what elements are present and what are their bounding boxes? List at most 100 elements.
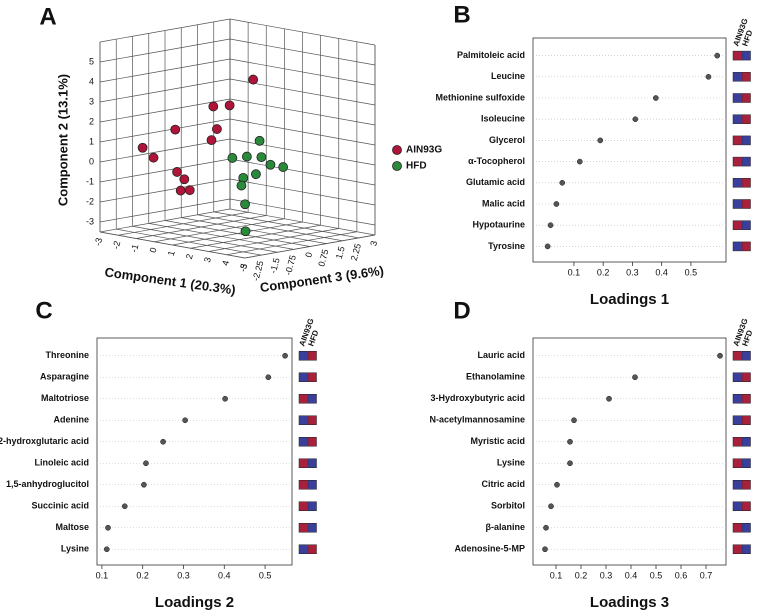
legend-label: AIN93G [406, 145, 442, 156]
category-label: 2-hydroxglutaric acid [0, 436, 89, 446]
y-tick-label: 0 [89, 156, 94, 166]
heat-cell [732, 241, 742, 252]
panel-letter: A [39, 3, 56, 30]
point [248, 74, 259, 85]
point [542, 546, 548, 553]
plot-frame [532, 37, 727, 263]
point [632, 116, 639, 123]
heat-cell [741, 241, 751, 252]
z-tick-label: 0.75 [316, 248, 330, 268]
heat-cell [732, 50, 742, 61]
category-label: 1,5-anhydroglucitol [6, 479, 89, 489]
heat-cell [741, 501, 751, 511]
point [548, 503, 554, 510]
panel-letter: C [35, 297, 52, 324]
x-tick-label: 0.5 [259, 570, 272, 580]
heat-cell [298, 480, 308, 490]
point [256, 152, 267, 163]
point [597, 137, 604, 144]
heat-cell [732, 458, 742, 468]
grid-line [197, 214, 343, 242]
grid-line [213, 211, 359, 239]
panel-letter: B [453, 1, 470, 28]
point [105, 524, 111, 531]
x-tick-label: 4 [220, 259, 231, 266]
point [254, 135, 265, 146]
x-axis-title: Loadings 2 [155, 594, 234, 611]
point [224, 100, 235, 111]
point [240, 226, 251, 237]
heat-cell [741, 114, 751, 124]
y-tick-label: 1 [89, 136, 94, 146]
category-label: Adenine [53, 415, 89, 425]
y-tick-label: 4 [89, 76, 94, 86]
heat-cell [732, 199, 742, 209]
point [137, 142, 148, 153]
category-label: Maltose [55, 522, 89, 532]
point [632, 374, 638, 381]
x-axis-title: Component 1 (20.3%) [104, 264, 237, 297]
x-tick-label: 0.5 [650, 570, 663, 580]
point [705, 73, 712, 80]
point [141, 481, 147, 488]
z-tick-label: 0 [303, 251, 314, 258]
heat-cell [741, 220, 751, 230]
point [544, 243, 551, 250]
category-label: Methionine sulfoxide [435, 92, 525, 102]
heat-cell [307, 394, 317, 404]
heat-cell [298, 544, 308, 554]
heat-cell [307, 351, 317, 361]
x-tick-label: -3 [92, 237, 104, 247]
z-tick-label: 2.25 [349, 242, 363, 262]
category-label: Maltotriose [41, 393, 89, 403]
category-label: Leucine [491, 71, 525, 81]
heat-cell [741, 544, 751, 554]
plot-frame [532, 337, 727, 566]
y-tick-label: 3 [89, 96, 94, 106]
heat-cell [732, 156, 742, 167]
x-tick-label: 0.1 [550, 570, 563, 580]
x-axis-title: Loadings 3 [590, 594, 669, 611]
heat-cell [741, 93, 751, 103]
heat-cell [732, 523, 742, 533]
category-label: Sorbitol [491, 501, 525, 511]
category-label: Glutamic acid [466, 177, 525, 187]
y-tick-label: 2 [89, 116, 94, 126]
point [554, 481, 560, 488]
heat-cell [298, 394, 308, 404]
point [103, 546, 110, 553]
point [212, 124, 222, 134]
heat-cell [732, 178, 742, 188]
heat-cell [298, 372, 308, 382]
category-label: β-alanine [485, 522, 525, 532]
x-tick-label: 0.7 [700, 570, 713, 580]
category-label: Lysine [61, 544, 89, 554]
point [227, 153, 238, 163]
heat-cell [741, 50, 751, 61]
z-tick-label: -0.75 [283, 254, 298, 276]
grid-line [148, 223, 294, 250]
z-tick-label: 3 [368, 240, 379, 247]
category-label: N-acetylmannosamine [429, 415, 525, 425]
heat-cell [741, 480, 751, 490]
category-label: Tyrosine [488, 241, 525, 251]
point [251, 169, 261, 180]
grid-line [164, 220, 311, 247]
grid-line [116, 228, 262, 256]
heat-cell [741, 199, 751, 209]
category-label: Asparagine [40, 372, 89, 382]
category-label: α-Tocopherol [468, 156, 525, 166]
category-label: Isoleucine [481, 114, 525, 124]
heat-cell [307, 415, 317, 425]
point [206, 135, 217, 146]
point [547, 222, 554, 229]
y-tick-label: 5 [89, 56, 94, 66]
heat-cell [732, 372, 742, 382]
x-tick-label: 5 [238, 263, 249, 270]
x-tick-label: 0.2 [597, 267, 610, 277]
heat-cell [307, 480, 317, 490]
heat-cell [741, 372, 751, 382]
point [717, 352, 723, 359]
point [567, 438, 573, 445]
x-tick-label: 3 [202, 256, 213, 263]
